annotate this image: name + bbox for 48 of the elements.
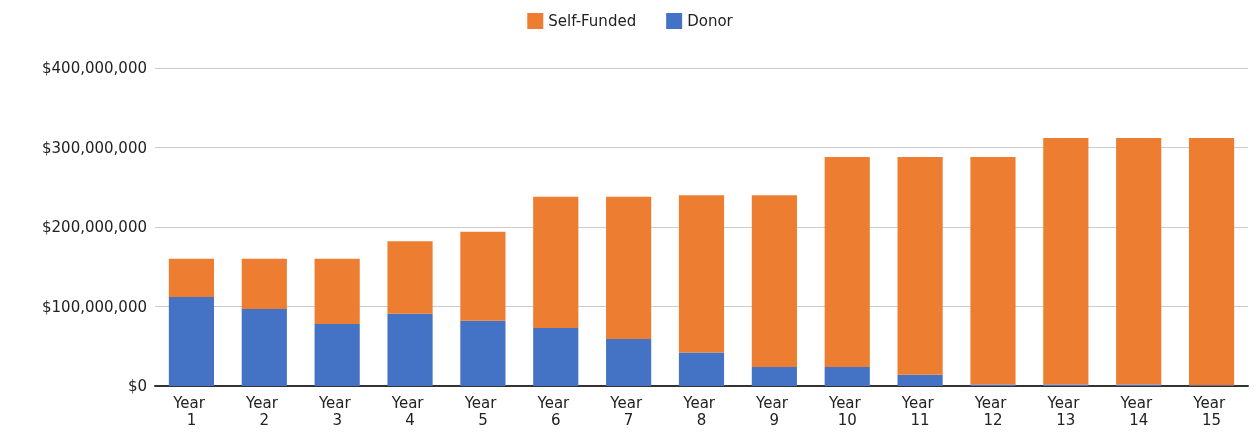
bar — [1043, 137, 1089, 385]
y-tick-label: $0 — [127, 377, 147, 395]
y-tick-label: $100,000,000 — [42, 297, 147, 316]
bar — [314, 323, 360, 386]
x-tick-label: Year 12 — [973, 393, 1012, 429]
bar — [168, 258, 215, 297]
bar — [678, 352, 725, 386]
bar — [824, 366, 870, 386]
x-tick-label: Year 8 — [682, 393, 720, 429]
legend-label: Donor — [687, 12, 734, 30]
x-tick-label: Year 1 — [172, 393, 210, 429]
bar — [897, 374, 943, 386]
x-tick-label: Year 11 — [900, 393, 939, 429]
y-tick-label: $300,000,000 — [42, 138, 147, 157]
bar — [824, 157, 870, 367]
bar — [460, 320, 506, 386]
x-tick-label: Year 15 — [1192, 393, 1230, 429]
x-tick-label: Year 4 — [390, 393, 429, 429]
bar — [533, 196, 579, 328]
bar — [751, 366, 797, 386]
bar — [606, 339, 652, 386]
bar — [1188, 137, 1235, 386]
x-tick-label: Year 6 — [536, 393, 575, 429]
x-tick-label: Year 7 — [609, 393, 647, 429]
y-tick-label: $200,000,000 — [42, 218, 147, 236]
bar — [387, 241, 433, 314]
bar — [606, 196, 652, 340]
y-tick-label: $400,000,000 — [42, 59, 147, 77]
x-tick-label: Year 2 — [245, 393, 283, 429]
bar — [460, 231, 506, 321]
x-tick-label: Year 5 — [463, 393, 502, 429]
x-tick-label: Year 14 — [1119, 393, 1157, 429]
bar — [678, 195, 725, 353]
legend-label: Self-Funded — [548, 12, 637, 30]
bar — [168, 296, 215, 386]
bar — [751, 195, 797, 367]
bar — [314, 258, 360, 324]
bar — [387, 313, 433, 386]
x-tick-label: Year 3 — [317, 393, 356, 429]
bar — [897, 157, 943, 375]
bar — [1116, 137, 1162, 385]
bar — [241, 308, 287, 386]
bar — [241, 258, 287, 309]
bar — [533, 327, 579, 386]
bar — [970, 157, 1016, 385]
x-tick-label: Year 9 — [755, 393, 793, 429]
x-tick-label: Year 13 — [1046, 393, 1085, 429]
x-tick-label: Year 10 — [827, 393, 866, 429]
